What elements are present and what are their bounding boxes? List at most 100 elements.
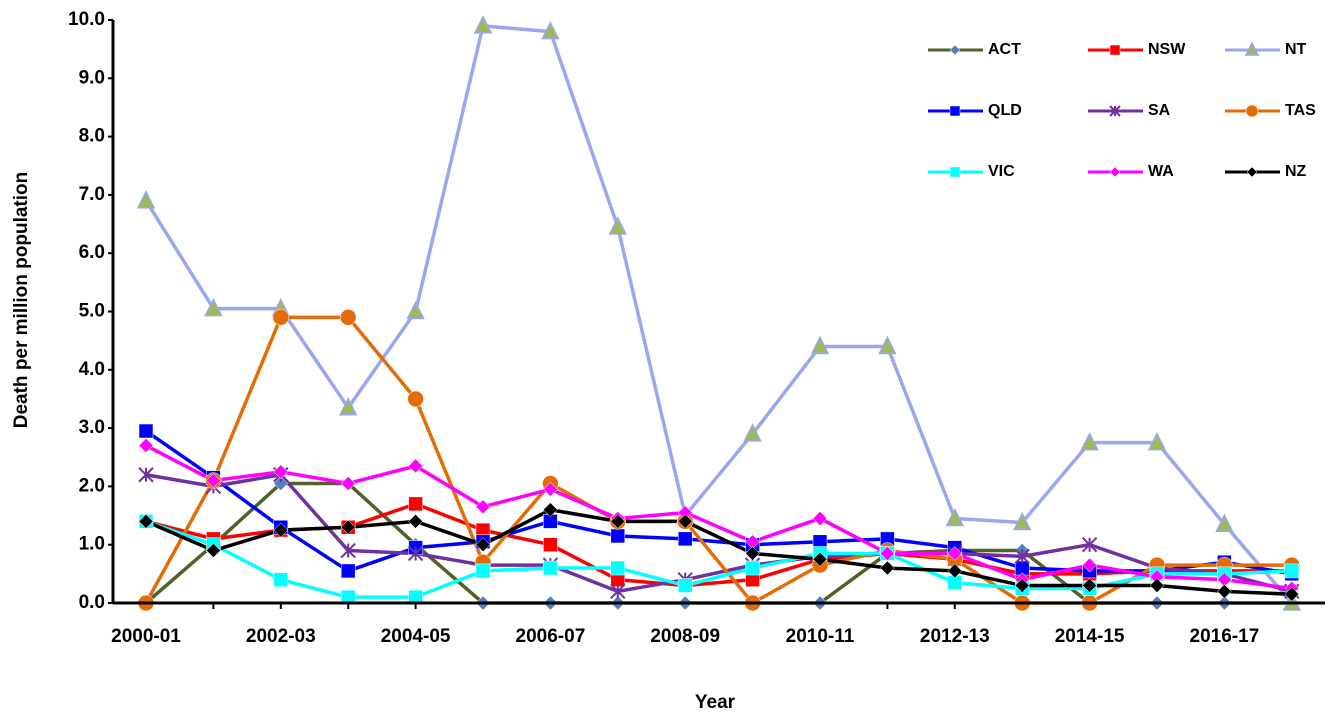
legend-marker: [1109, 105, 1121, 117]
marker: [1014, 578, 1030, 593]
x-tick-label: 2010-11: [786, 626, 855, 647]
marker: [543, 560, 558, 576]
marker-body: [138, 423, 154, 439]
marker: [272, 309, 290, 326]
legend-item: QLD: [928, 102, 1022, 119]
x-tick-label: 2016-17: [1190, 626, 1260, 647]
legend-item: TAS: [1225, 102, 1316, 119]
y-tick-label: 2.0: [79, 475, 105, 496]
y-tick-label: 3.0: [79, 417, 105, 438]
x-tick-label: 2002-03: [246, 626, 316, 647]
x-tick-label: 2000-01: [111, 626, 181, 647]
marker: [204, 297, 223, 317]
marker-body: [949, 166, 961, 178]
marker: [339, 309, 357, 326]
legend-marker: [949, 166, 961, 178]
legend-label: NZ: [1285, 163, 1307, 180]
marker: [745, 560, 760, 576]
marker: [810, 335, 830, 355]
marker: [1080, 431, 1099, 451]
marker: [1217, 583, 1232, 599]
marker: [880, 560, 895, 576]
marker: [878, 335, 897, 355]
marker-body: [610, 528, 626, 544]
marker: [677, 514, 693, 529]
marker: [610, 583, 626, 600]
marker: [610, 528, 626, 544]
marker: [947, 563, 963, 579]
legend-item: WA: [1088, 163, 1174, 180]
series-line: [145, 507, 1292, 597]
marker: [1149, 578, 1165, 593]
x-tick-label: 2008-09: [650, 626, 720, 647]
marker: [138, 467, 154, 483]
legend-label: QLD: [988, 102, 1022, 119]
marker: [473, 15, 493, 34]
marker: [340, 563, 356, 579]
y-tick-label: 4.0: [79, 359, 105, 380]
marker: [610, 514, 626, 529]
marker: [340, 542, 356, 559]
marker: [407, 390, 424, 408]
marker: [408, 496, 423, 512]
legend-marker: [1245, 104, 1259, 118]
marker: [812, 551, 828, 567]
marker: [608, 216, 628, 235]
marker: [338, 397, 358, 416]
y-tick-label: 9.0: [79, 67, 105, 88]
marker: [1147, 431, 1167, 451]
marker: [1012, 511, 1032, 531]
marker: [880, 546, 895, 561]
y-tick-label: 8.0: [79, 126, 105, 147]
marker-body: [340, 563, 356, 579]
marker: [138, 514, 154, 529]
y-axis-title: Death per million population: [11, 172, 32, 429]
marker: [1284, 586, 1300, 602]
legend-item: NZ: [1225, 163, 1307, 180]
series-line: [144, 24, 1294, 605]
y-tick-label: 1.0: [79, 534, 105, 555]
marker: [206, 543, 221, 558]
marker-body: [543, 560, 558, 576]
series-line: [145, 472, 1293, 594]
marker-body: [677, 531, 693, 547]
marker: [812, 511, 828, 526]
marker: [273, 572, 289, 587]
marker-body: [1109, 44, 1121, 56]
marker: [610, 560, 626, 576]
y-tick-label: 7.0: [79, 184, 105, 205]
marker: [947, 546, 963, 561]
legend-marker: [1109, 166, 1121, 178]
marker: [340, 519, 356, 535]
marker: [407, 545, 424, 562]
legend-label: NSW: [1148, 41, 1186, 58]
marker-body: [273, 572, 289, 587]
legend-item: VIC: [928, 163, 1015, 180]
marker: [273, 464, 289, 480]
marker: [408, 514, 423, 529]
marker: [475, 537, 491, 553]
legend-marker: [949, 105, 961, 117]
legend-marker: [1109, 44, 1121, 56]
marker: [743, 423, 762, 442]
x-tick-label: 2004-05: [381, 626, 451, 647]
marker: [543, 537, 558, 552]
marker-body: [543, 537, 558, 552]
series-line: [145, 444, 1293, 591]
x-axis-title: Year: [695, 692, 736, 713]
marker: [1081, 536, 1098, 553]
series-line: [144, 315, 1292, 605]
legend-label: NT: [1285, 41, 1307, 58]
y-tick-label: 0.0: [79, 592, 105, 613]
marker: [1014, 548, 1030, 565]
marker: [541, 20, 560, 40]
marker-body: [1284, 563, 1300, 579]
marker: [1215, 513, 1234, 533]
marker-body: [745, 560, 760, 576]
marker: [136, 190, 156, 209]
x-tick-label: 2006-07: [516, 626, 586, 647]
series-line: [145, 429, 1293, 576]
y-tick-label: 5.0: [79, 301, 105, 322]
marker: [475, 499, 491, 515]
marker: [543, 502, 558, 518]
